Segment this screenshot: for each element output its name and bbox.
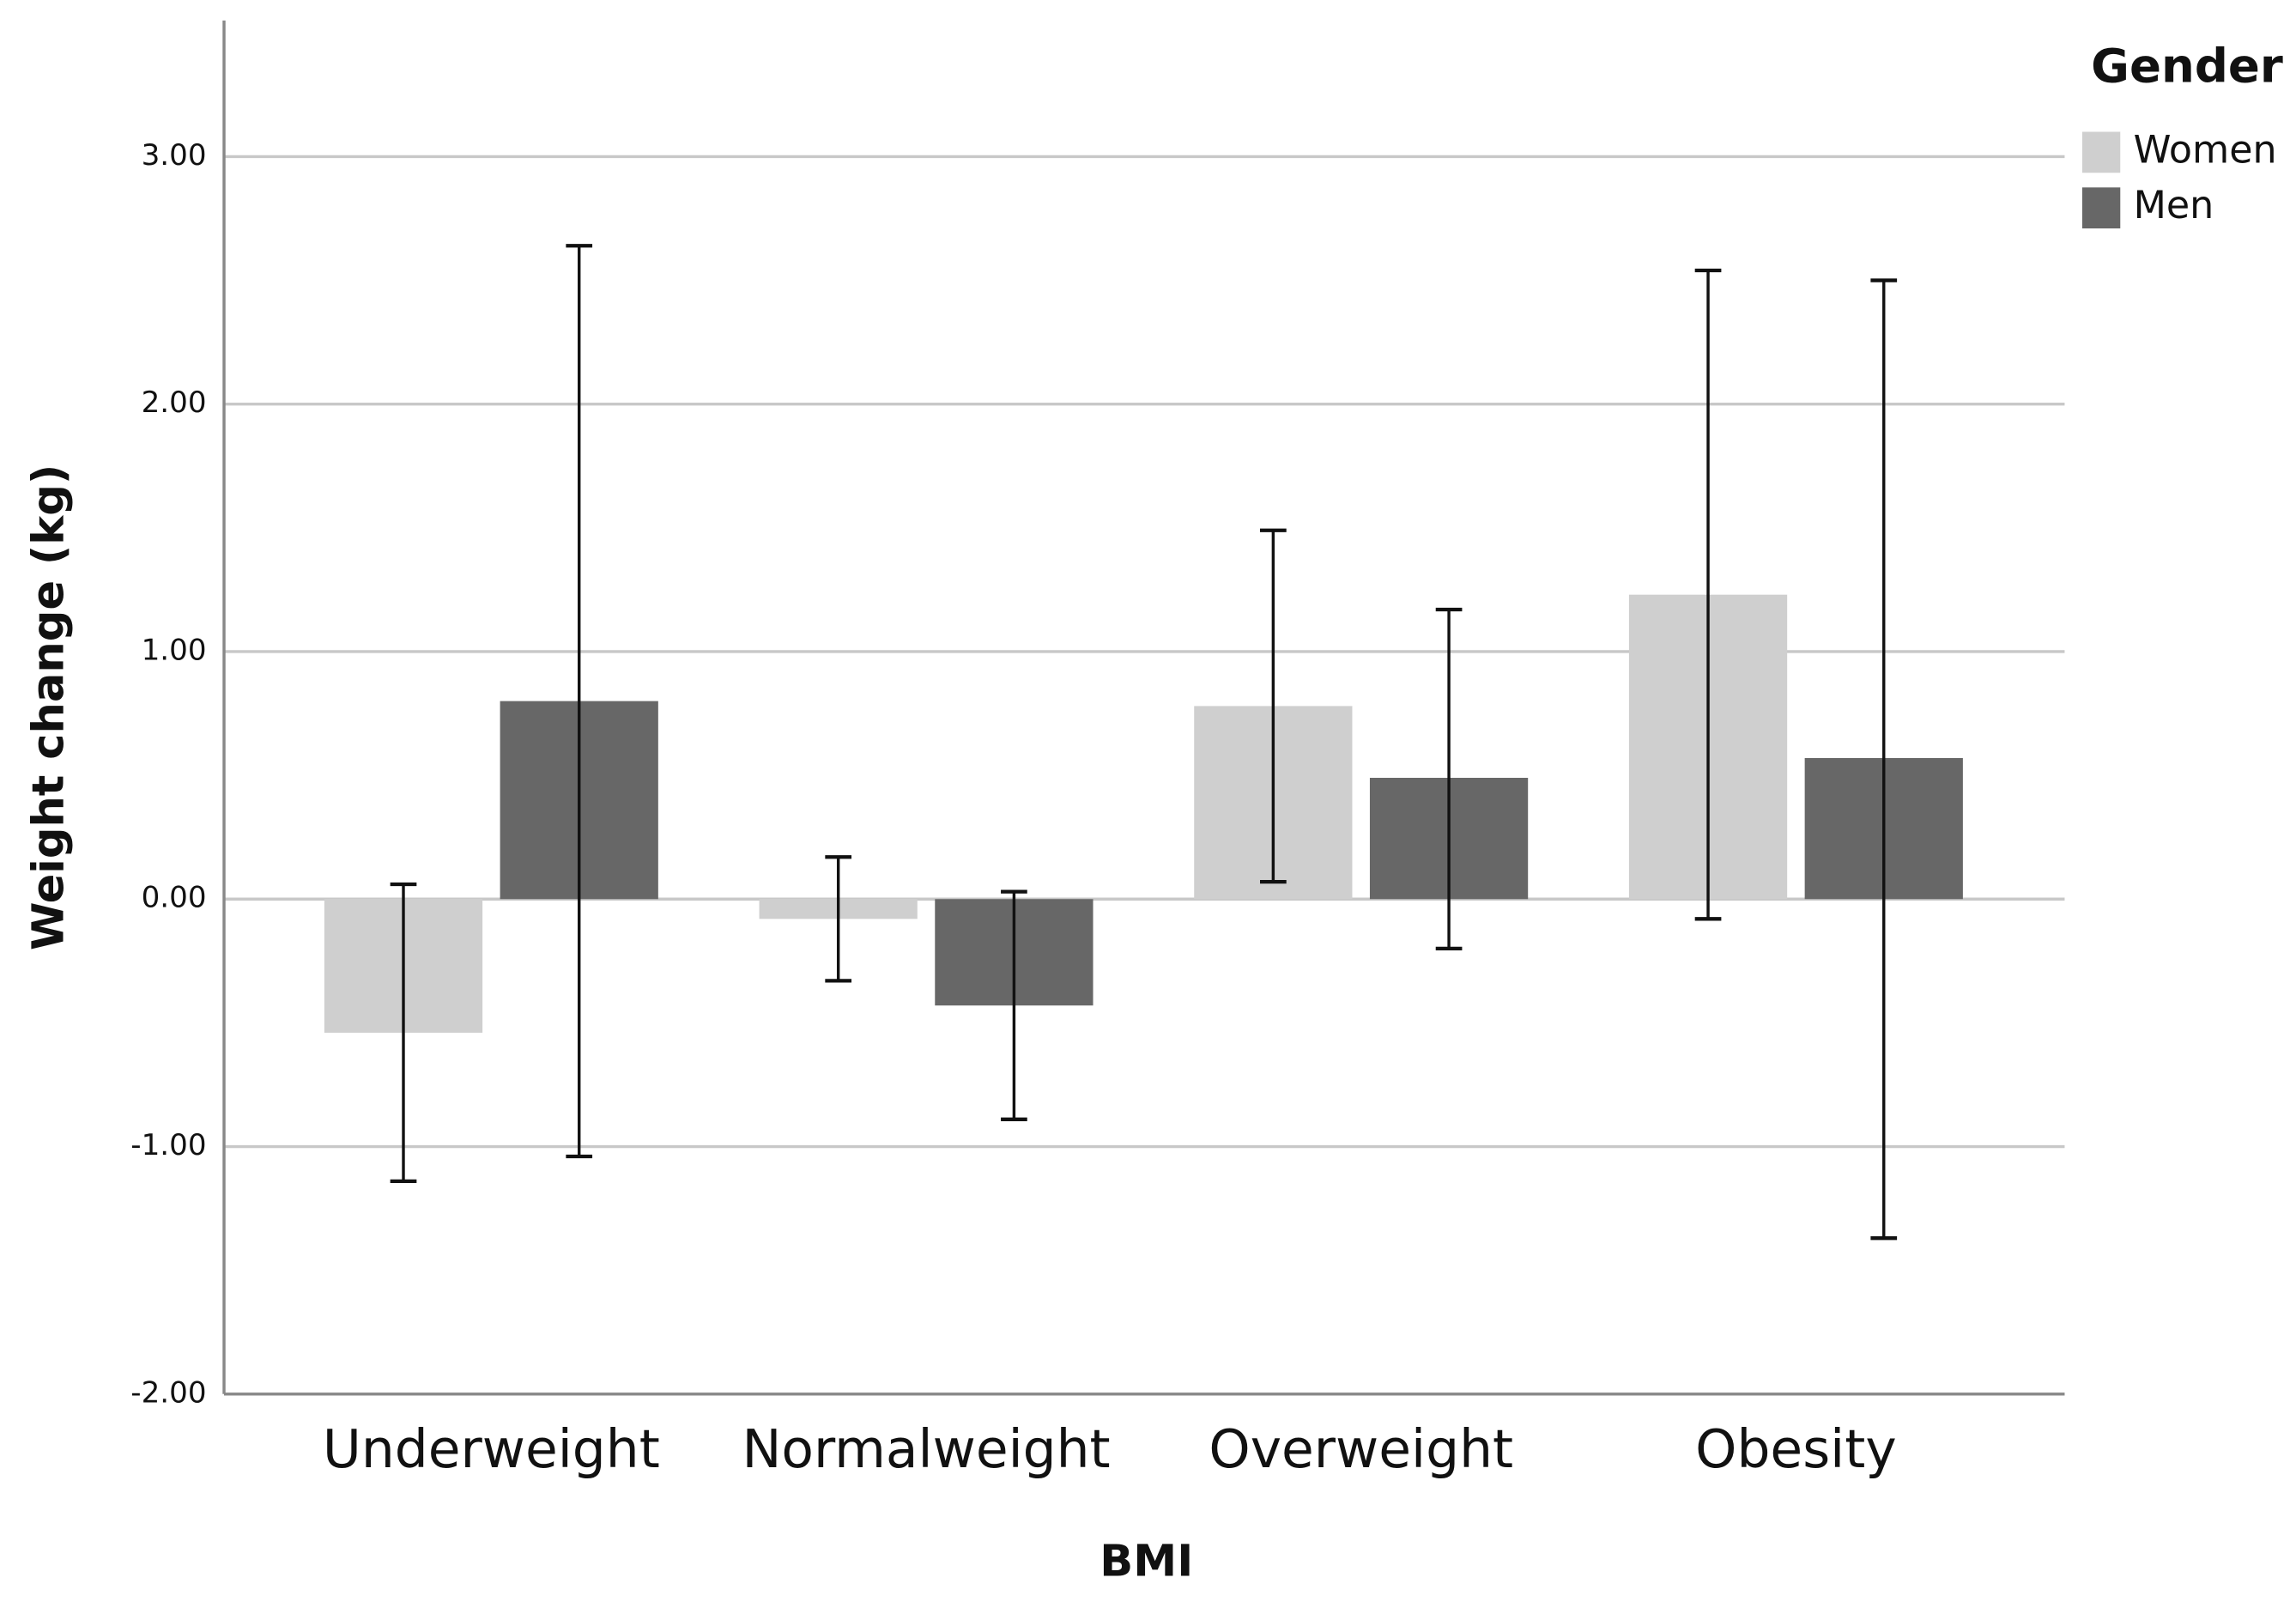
x-tick-label: Obesity [1695, 1419, 1897, 1480]
legend-swatch [2081, 187, 2121, 229]
y-tick-label: 3.00 [142, 138, 207, 173]
legend-title: Gender [2091, 38, 2283, 93]
x-tick-label: Underweight [323, 1419, 660, 1480]
legend-swatch [2081, 131, 2121, 173]
x-axis-title: BMI [1100, 1537, 1193, 1587]
y-tick-label: 1.00 [142, 633, 207, 667]
y-axis-title: Weight change (kg) [24, 464, 75, 950]
legend-label: Women [2134, 128, 2277, 172]
legend-label: Men [2134, 184, 2214, 228]
x-tick-label: Normalweight [742, 1419, 1110, 1480]
y-tick-label: -2.00 [130, 1375, 206, 1410]
x-tick-label: Overweight [1209, 1419, 1513, 1480]
y-tick-label: 2.00 [142, 385, 207, 420]
y-tick-label: 0.00 [142, 881, 207, 915]
y-tick-label: -1.00 [130, 1128, 206, 1162]
